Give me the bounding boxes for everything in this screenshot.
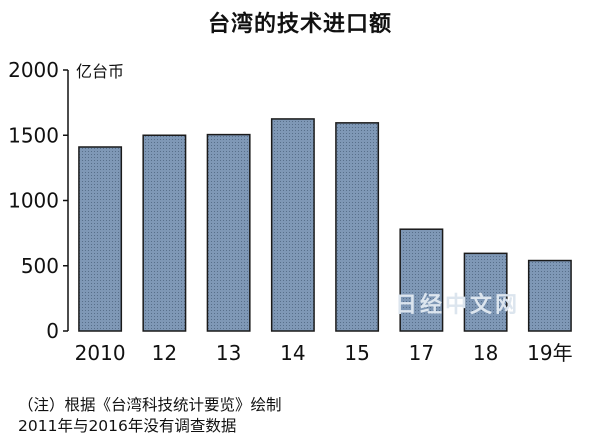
y-tick-label: 0 [46,319,59,343]
x-tick-label: 15 [344,341,369,365]
bar-14 [270,118,315,332]
bar-18 [463,252,508,332]
x-tick-label: 17 [409,341,434,365]
y-tick-label: 2000 [8,58,59,82]
bar-12 [142,134,187,332]
x-tick-label: 13 [216,341,241,365]
x-tick-label: 19年 [527,341,572,365]
bar-19年 [527,259,572,332]
bars [78,118,572,332]
x-tick-label: 12 [152,341,177,365]
y-tick-label: 1500 [8,123,59,147]
x-tick-label: 14 [280,341,305,365]
footnote-missing-data: 2011年与2016年没有调查数据 [18,417,237,435]
y-tick-label: 500 [21,254,59,278]
y-axis-unit-label: 亿台币 [76,62,124,81]
watermark: 日经中文网 [395,293,521,318]
y-axis: 0 500 1000 1500 2000 [8,58,69,343]
bar-13 [206,133,251,332]
x-tick-label: 2010 [75,341,126,365]
chart-title: 台湾的技术进口额 [207,12,392,37]
bar-2010 [78,146,123,332]
bar-15 [335,122,380,332]
bar-17 [399,228,444,332]
y-tick-label: 1000 [8,189,59,213]
x-axis-labels: 2010 12 13 14 15 17 18 19年 [75,341,573,365]
x-tick-label: 18 [473,341,498,365]
footnote-source: （注）根据《台湾科技统计要览》绘制 [18,396,282,414]
